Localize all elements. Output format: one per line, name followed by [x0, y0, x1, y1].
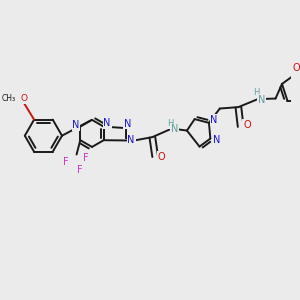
Text: O: O [20, 94, 27, 103]
Text: F: F [63, 157, 69, 166]
Text: O: O [158, 152, 165, 162]
Text: O: O [243, 120, 251, 130]
Text: H: H [254, 88, 260, 97]
Text: N: N [210, 115, 218, 125]
Text: N: N [258, 95, 265, 105]
Text: N: N [128, 135, 135, 145]
Text: F: F [83, 153, 89, 163]
Text: CH₃: CH₃ [1, 94, 15, 103]
Text: N: N [103, 118, 111, 128]
Text: H: H [167, 119, 174, 128]
Text: N: N [213, 135, 220, 145]
Text: F: F [77, 165, 83, 175]
Text: O: O [293, 63, 300, 73]
Text: N: N [72, 120, 80, 130]
Text: N: N [171, 124, 178, 134]
Text: N: N [124, 119, 131, 129]
